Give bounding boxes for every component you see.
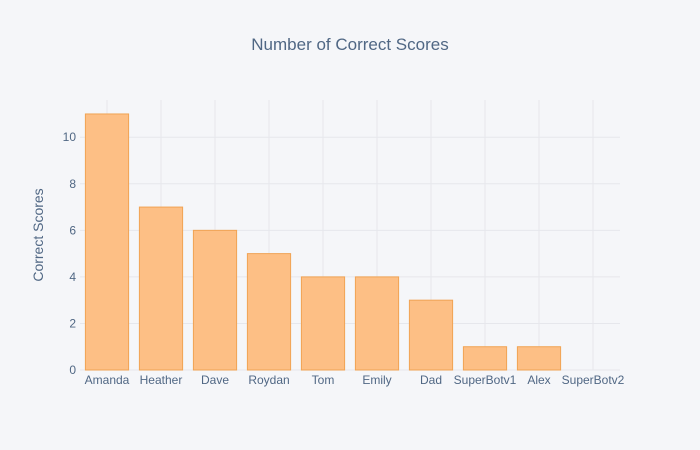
x-tick-label: Dave <box>201 373 229 387</box>
y-tick-label: 6 <box>69 223 76 237</box>
x-tick-label: SuperBotv2 <box>562 373 625 387</box>
x-tick-label: Emily <box>362 373 391 387</box>
bar-emily[interactable] <box>354 276 400 371</box>
bar-dave[interactable] <box>192 229 238 371</box>
x-tick-label: Amanda <box>85 373 130 387</box>
x-tick-label: SuperBotv1 <box>454 373 517 387</box>
x-tick-label: Heather <box>140 373 183 387</box>
bar-roydan[interactable] <box>246 253 292 371</box>
chart-title: Number of Correct Scores <box>251 35 448 54</box>
y-tick-label: 2 <box>69 316 76 330</box>
y-tick-label: 0 <box>69 363 76 377</box>
bar-tom[interactable] <box>300 276 346 371</box>
x-ticks: Amanda Heather Dave Roydan Tom Emily Dad SuperB… <box>85 373 625 387</box>
y-tick-label: 10 <box>63 130 77 144</box>
bar-alex[interactable] <box>516 346 562 371</box>
y-ticks: 0 2 4 6 8 10 <box>63 130 77 377</box>
bar-dad[interactable] <box>408 299 454 371</box>
bars <box>84 113 562 371</box>
y-tick-label: 8 <box>69 177 76 191</box>
x-tick-label: Alex <box>527 373 550 387</box>
y-axis-label: Correct Scores <box>30 188 46 281</box>
x-tick-label: Dad <box>420 373 442 387</box>
bar-superbotv1[interactable] <box>462 346 508 371</box>
bar-heather[interactable] <box>138 206 184 371</box>
x-tick-label: Tom <box>312 373 335 387</box>
bar-amanda[interactable] <box>84 113 130 371</box>
y-tick-label: 4 <box>69 270 76 284</box>
x-tick-label: Roydan <box>248 373 289 387</box>
